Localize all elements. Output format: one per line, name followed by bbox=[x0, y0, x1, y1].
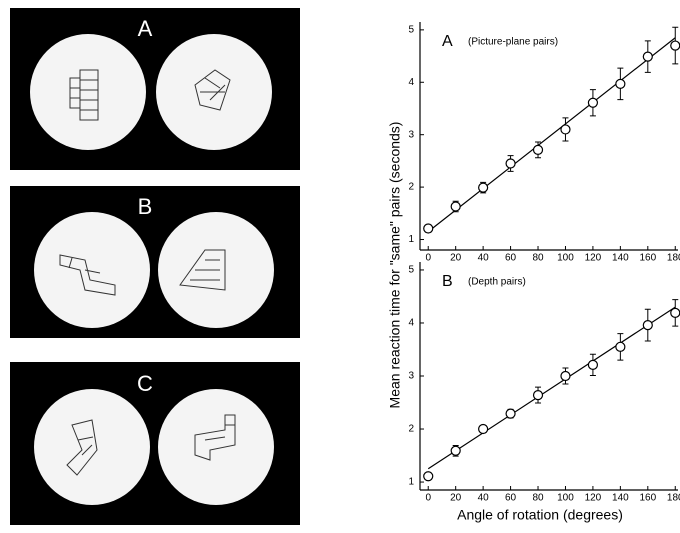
circle bbox=[30, 34, 146, 150]
x-tick-label: 40 bbox=[478, 253, 490, 264]
y-axis-label: Mean reaction time for "same" pairs (sec… bbox=[387, 122, 403, 409]
x-tick-label: 180 bbox=[667, 493, 680, 504]
x-tick-label: 120 bbox=[585, 493, 602, 504]
stimulus-panels: A B C bbox=[10, 8, 300, 525]
circle bbox=[34, 212, 150, 328]
data-point bbox=[478, 182, 489, 193]
data-point bbox=[450, 201, 461, 212]
y-tick-label: 2 bbox=[408, 424, 414, 435]
circle bbox=[34, 389, 150, 505]
data-point bbox=[615, 341, 626, 352]
data-point bbox=[642, 51, 653, 62]
data-point bbox=[423, 471, 434, 482]
x-tick-label: 100 bbox=[557, 493, 574, 504]
x-tick-label: 80 bbox=[532, 493, 544, 504]
data-point bbox=[450, 445, 461, 456]
y-tick-label: 3 bbox=[408, 371, 414, 382]
y-tick-label: 2 bbox=[408, 182, 414, 193]
fit-line bbox=[427, 306, 676, 470]
panel-label: B bbox=[138, 194, 153, 219]
x-tick-label: 180 bbox=[667, 253, 680, 264]
data-point bbox=[532, 144, 544, 155]
data-point bbox=[670, 307, 680, 319]
y-tick-label: 1 bbox=[408, 234, 414, 245]
x-tick-label: 100 bbox=[557, 253, 574, 264]
data-point bbox=[532, 389, 544, 401]
x-axis-label: Angle of rotation (degrees) bbox=[457, 507, 623, 523]
fit-line bbox=[427, 37, 676, 233]
y-tick-label: 3 bbox=[408, 129, 414, 140]
x-tick-label: 80 bbox=[532, 253, 544, 264]
panel-label: A bbox=[138, 16, 153, 41]
x-tick-label: 0 bbox=[425, 493, 431, 504]
data-point bbox=[560, 370, 571, 382]
chart-title: B bbox=[442, 273, 453, 290]
data-point bbox=[615, 78, 626, 89]
x-tick-label: 0 bbox=[425, 253, 431, 264]
data-point bbox=[505, 158, 516, 169]
chart-title: A bbox=[442, 33, 453, 50]
y-tick-label: 4 bbox=[408, 77, 414, 88]
data-point bbox=[423, 223, 434, 234]
x-tick-label: 140 bbox=[612, 253, 629, 264]
x-tick-label: 60 bbox=[505, 493, 517, 504]
x-tick-label: 40 bbox=[478, 493, 490, 504]
data-point bbox=[587, 359, 599, 370]
y-tick-label: 4 bbox=[408, 318, 414, 329]
x-tick-label: 20 bbox=[450, 493, 462, 504]
x-tick-label: 160 bbox=[639, 493, 656, 504]
data-point bbox=[670, 40, 680, 51]
y-tick-label: 1 bbox=[408, 477, 414, 488]
x-tick-label: 160 bbox=[639, 253, 656, 264]
data-point bbox=[642, 319, 653, 331]
y-tick-label: 5 bbox=[408, 25, 414, 36]
circle bbox=[158, 389, 274, 505]
data-point bbox=[560, 124, 571, 135]
cube-figure bbox=[59, 69, 236, 476]
chart-subtitle: (Picture-plane pairs) bbox=[468, 37, 558, 48]
data-point bbox=[587, 97, 599, 108]
x-tick-label: 20 bbox=[450, 253, 462, 264]
data-point bbox=[478, 423, 489, 435]
x-tick-label: 120 bbox=[585, 253, 602, 264]
x-tick-label: 140 bbox=[612, 493, 629, 504]
panel-label: C bbox=[137, 371, 153, 396]
x-tick-label: 60 bbox=[505, 253, 517, 264]
y-tick-label: 5 bbox=[408, 265, 414, 276]
chart-subtitle: (Depth pairs) bbox=[468, 277, 526, 288]
data-point bbox=[505, 408, 516, 419]
